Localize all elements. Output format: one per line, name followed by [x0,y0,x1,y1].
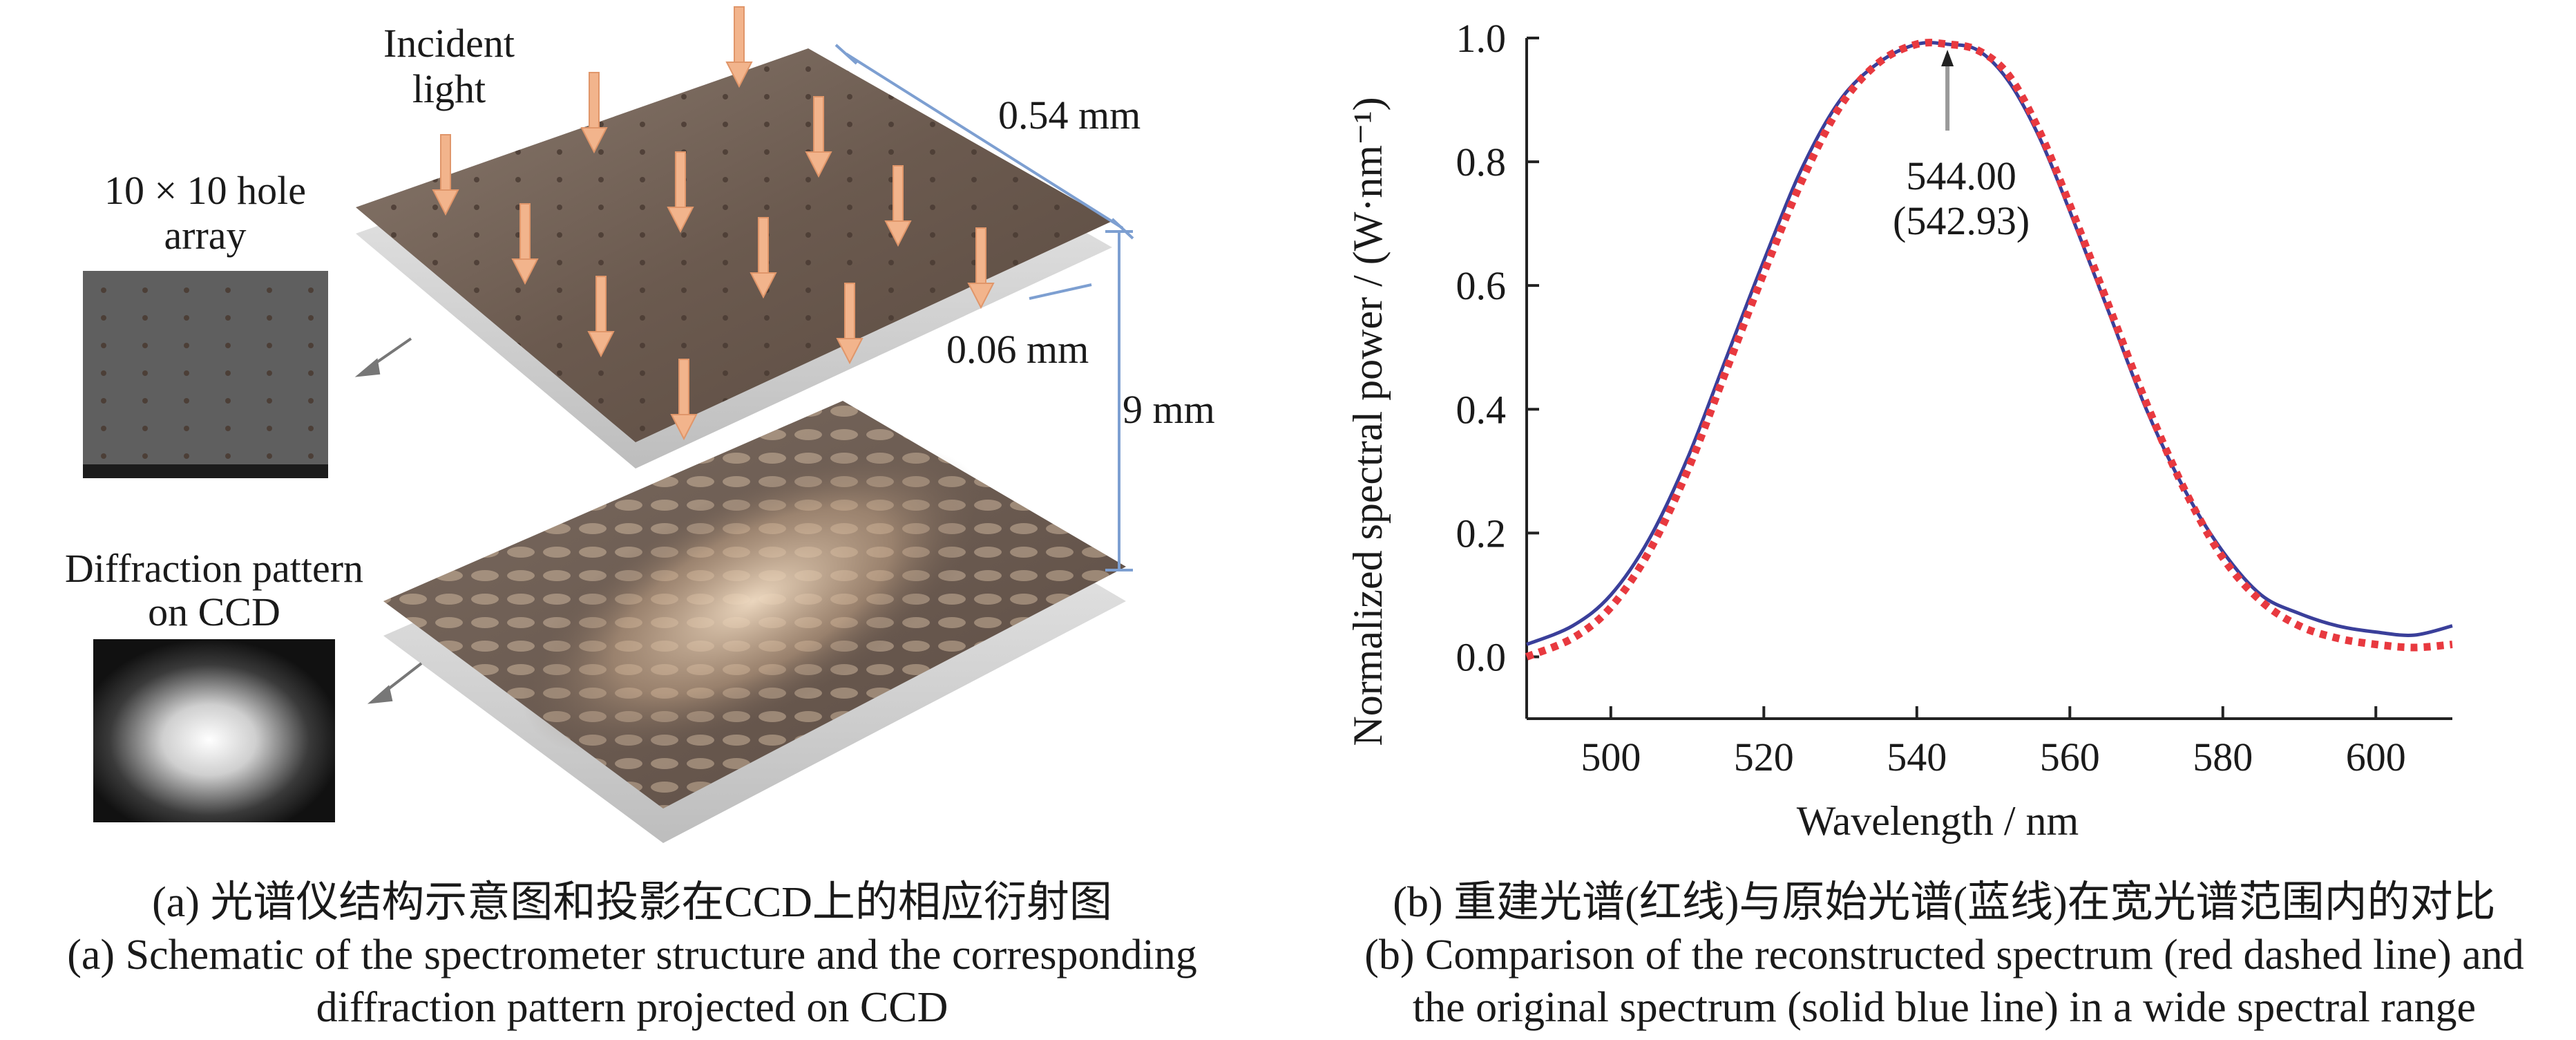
series-original-line [1526,41,2453,646]
dimension-gap-label: 9 mm [1123,387,1215,432]
dimension-width-label: 0.54 mm [998,93,1141,138]
incident-light-arrows [432,6,995,441]
y-tick-label: 0.8 [1456,140,1507,185]
annotation-peak-value: 544.00 [1906,153,2016,198]
x-tick-label: 560 [2040,735,2100,779]
diffraction-label-2: on CCD [148,589,280,634]
caption-a-cn: (a) 光谱仪结构示意图和投影在CCD上的相应衍射图 [152,879,1112,926]
diffraction-label: Diffraction pattern [65,546,363,591]
incident-light-label-2: light [412,66,486,111]
y-axis-label: Normalized spectral power / (W·nm⁻¹) [1345,97,1391,746]
caption-b-cn: (b) 重建光谱(红线)与原始光谱(蓝线)在宽光谱范围内的对比 [1393,879,2496,926]
x-axis-label: Wavelength / nm [1797,798,2079,844]
incident-light-label: Incident [383,21,515,66]
x-tick-label: 600 [2346,735,2406,779]
y-axis-ticks: 0.0 0.2 0.4 0.6 0.8 1.0 [1456,16,1539,679]
hole-inset-pointer [354,337,412,377]
dimension-hole-label: 0.06 mm [946,327,1089,372]
ccd-diffraction-inset [93,639,335,822]
caption-b-en-2: the original spectrum (solid blue line) … [1412,984,2477,1031]
ccd-plate [383,401,1126,843]
x-tick-label: 580 [2193,735,2253,779]
caption-a: (a) 光谱仪结构示意图和投影在CCD上的相应衍射图 (a) Schematic… [0,876,1264,1034]
hole-array-label-2: array [164,213,246,258]
hole-array-label: 10 × 10 hole [104,168,306,213]
hole-array-inset [83,271,328,478]
caption-a-en-2: diffraction pattern projected on CCD [316,984,948,1031]
x-tick-label: 540 [1887,735,1947,779]
plot-frame [1525,38,2452,720]
series-layer [1525,39,2453,661]
caption-b-en-1: (b) Comparison of the reconstructed spec… [1364,932,2524,978]
spectrum-chart: 0.0 0.2 0.4 0.6 0.8 1.0 500 520 540 560 580 600 54… [1345,16,2453,844]
annotation-arrow-head [1941,49,1954,66]
x-tick-label: 520 [1734,735,1794,779]
caption-a-en-1: (a) Schematic of the spectrometer struct… [67,932,1197,978]
series-reconstructed-line [1525,39,2453,661]
spectrometer-schematic: Incident light 10 × 10 hole array Diffra… [65,6,1215,843]
y-tick-label: 0.4 [1456,387,1507,432]
dimension-lines [834,44,1134,571]
annotation-peak-reconstructed: (542.93) [1893,198,2030,243]
y-tick-label: 0.2 [1456,511,1507,556]
y-tick-label: 0.0 [1456,634,1507,679]
x-tick-label: 500 [1581,735,1641,779]
peak-annotation: 544.00(542.93) [1893,49,2030,243]
hole-array-plate [356,48,1112,469]
y-tick-label: 1.0 [1456,16,1507,61]
y-tick-label: 0.6 [1456,263,1507,308]
x-axis-ticks: 500 520 540 560 580 600 [1581,706,2406,779]
ccd-inset-pointer [367,662,423,704]
caption-b: (b) 重建光谱(红线)与原始光谱(蓝线)在宽光谱范围内的对比 (b) Comp… [1313,876,2576,1034]
